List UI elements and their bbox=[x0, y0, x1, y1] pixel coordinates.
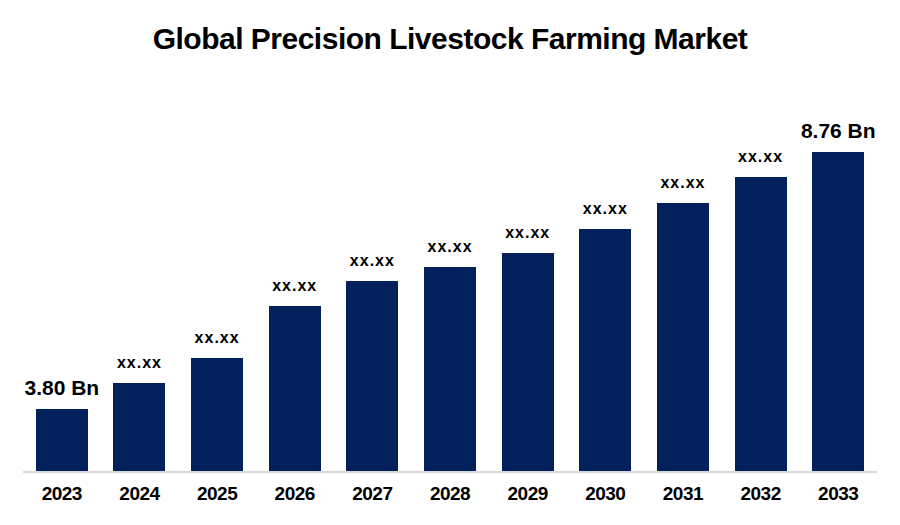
bar-2031 bbox=[657, 203, 709, 471]
bar-value-label-2029: xx.xx bbox=[505, 224, 550, 242]
x-axis-line bbox=[23, 471, 877, 473]
bar-value-label-2033: 8.76 Bn bbox=[801, 119, 876, 143]
bar-2023 bbox=[36, 409, 88, 471]
bar-2026 bbox=[269, 306, 321, 471]
chart-title: Global Precision Livestock Farming Marke… bbox=[0, 22, 900, 55]
x-tick-2028: 2028 bbox=[411, 483, 489, 505]
bar-group-2028: xx.xx bbox=[411, 238, 489, 471]
bar-group-2025: xx.xx bbox=[178, 329, 256, 471]
x-tick-2033: 2033 bbox=[799, 483, 877, 505]
bar-value-label-2024: xx.xx bbox=[117, 354, 162, 372]
x-tick-2025: 2025 bbox=[178, 483, 256, 505]
bar-value-label-2025: xx.xx bbox=[195, 329, 240, 347]
bar-value-label-2026: xx.xx bbox=[272, 277, 317, 295]
x-tick-2027: 2027 bbox=[334, 483, 412, 505]
plot-area: 3.80 Bn xx.xx xx.xx xx.xx xx.xx xx.xx xx.xx xx.… bbox=[23, 119, 877, 471]
x-tick-2024: 2024 bbox=[101, 483, 179, 505]
bar-group-2026: xx.xx bbox=[256, 277, 334, 471]
bar-2025 bbox=[191, 358, 243, 471]
bar-value-label-2028: xx.xx bbox=[428, 238, 473, 256]
bar-2028 bbox=[424, 267, 476, 471]
bar-2032 bbox=[735, 177, 787, 471]
bar-group-2023: 3.80 Bn bbox=[23, 376, 101, 471]
bar-group-2024: xx.xx bbox=[101, 354, 179, 471]
x-tick-2030: 2030 bbox=[566, 483, 644, 505]
bar-value-label-2030: xx.xx bbox=[583, 200, 628, 218]
bar-2027 bbox=[346, 281, 398, 471]
bar-group-2033: 8.76 Bn bbox=[799, 119, 877, 471]
bar-group-2027: xx.xx bbox=[334, 252, 412, 471]
bar-chart: Global Precision Livestock Farming Marke… bbox=[0, 0, 900, 525]
bar-group-2030: xx.xx bbox=[566, 200, 644, 471]
bar-value-label-2031: xx.xx bbox=[660, 174, 705, 192]
x-tick-2026: 2026 bbox=[256, 483, 334, 505]
x-tick-2029: 2029 bbox=[489, 483, 567, 505]
x-tick-2023: 2023 bbox=[23, 483, 101, 505]
bar-value-label-2023: 3.80 Bn bbox=[24, 376, 99, 400]
bar-group-2029: xx.xx bbox=[489, 224, 567, 471]
bar-value-label-2027: xx.xx bbox=[350, 252, 395, 270]
bar-2029 bbox=[502, 253, 554, 471]
bar-2033 bbox=[812, 152, 864, 471]
bar-2024 bbox=[113, 383, 165, 471]
bar-2030 bbox=[579, 229, 631, 471]
x-tick-2031: 2031 bbox=[644, 483, 722, 505]
x-axis-tick-labels: 2023202420252026202720282029203020312032… bbox=[23, 483, 877, 505]
x-tick-2032: 2032 bbox=[722, 483, 800, 505]
bar-group-2032: xx.xx bbox=[722, 148, 800, 471]
bar-group-2031: xx.xx bbox=[644, 174, 722, 471]
bar-value-label-2032: xx.xx bbox=[738, 148, 783, 166]
